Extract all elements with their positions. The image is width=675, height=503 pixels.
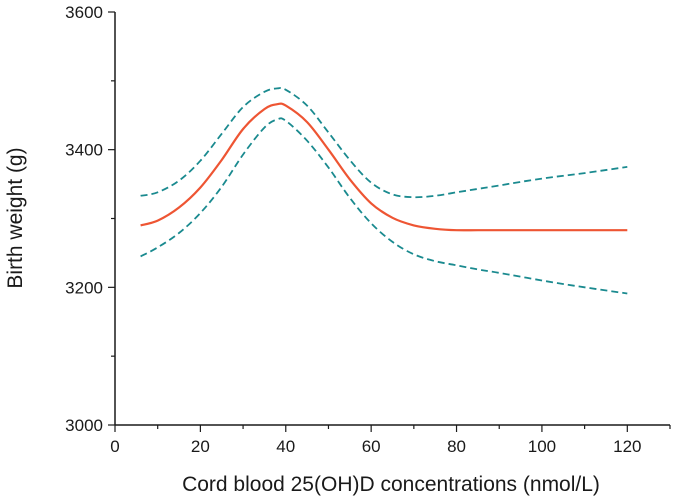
y-axis-title: Birth weight (g) xyxy=(4,147,27,288)
y-tick-label: 3600 xyxy=(65,3,103,22)
x-tick-label: 60 xyxy=(362,437,381,456)
x-tick-label: 20 xyxy=(191,437,210,456)
x-tick-label: 80 xyxy=(447,437,466,456)
series-line-estimate xyxy=(140,102,628,232)
y-tick-label: 3000 xyxy=(65,416,103,435)
series-line-upper-95ci xyxy=(140,87,628,199)
y-tick-label: 3200 xyxy=(65,278,103,297)
x-tick-label: 0 xyxy=(110,437,119,456)
y-tick-label: 3400 xyxy=(65,141,103,160)
series-line-lower-95ci xyxy=(140,117,628,295)
x-tick-label: 100 xyxy=(528,437,556,456)
x-axis-title: Cord blood 25(OH)D concentrations (nmol/… xyxy=(182,473,600,496)
x-tick-label: 40 xyxy=(276,437,295,456)
x-tick-label: 120 xyxy=(613,437,641,456)
